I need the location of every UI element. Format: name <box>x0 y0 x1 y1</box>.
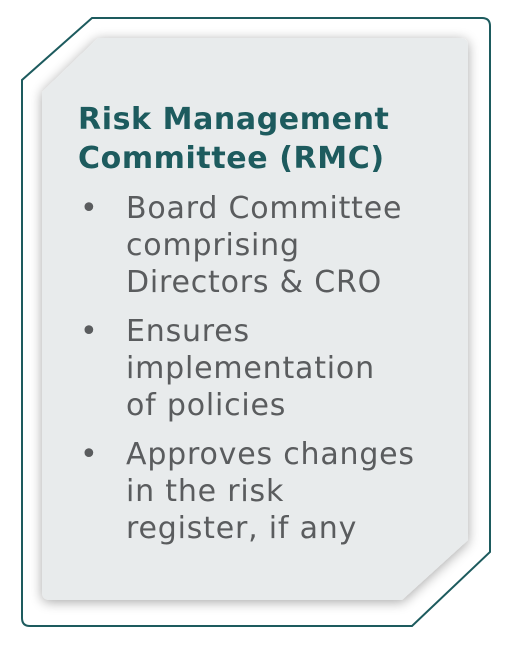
bullet-text-line: register, if any <box>126 511 358 546</box>
card-content: Risk Management Committee (RMC) • Board … <box>78 100 458 559</box>
bullet-text-line: comprising <box>126 228 300 263</box>
bullet-text-line: Directors & CRO <box>126 265 383 300</box>
card-title: Risk Management Committee (RMC) <box>78 100 458 178</box>
bullet-text-line: Approves changes <box>126 437 415 472</box>
bullet-item: • Ensures implementation of policies <box>78 313 458 424</box>
bullet-icon: • <box>80 314 99 349</box>
bullet-item: • Approves changes in the risk register,… <box>78 436 458 547</box>
bullet-list: • Board Committee comprising Directors &… <box>78 190 458 547</box>
title-line: Committee (RMC) <box>78 141 385 176</box>
bullet-text-line: Board Committee <box>126 191 403 226</box>
bullet-icon: • <box>80 191 99 226</box>
inner-panel <box>42 38 468 600</box>
bullet-text-line: of policies <box>126 388 287 423</box>
title-line: Risk Management <box>78 102 390 137</box>
bullet-item: • Board Committee comprising Directors &… <box>78 190 458 301</box>
bullet-text-line: implementation <box>126 351 375 386</box>
bullet-text-line: Ensures <box>126 314 250 349</box>
bullet-icon: • <box>80 437 99 472</box>
bullet-text-line: in the risk <box>126 474 285 509</box>
